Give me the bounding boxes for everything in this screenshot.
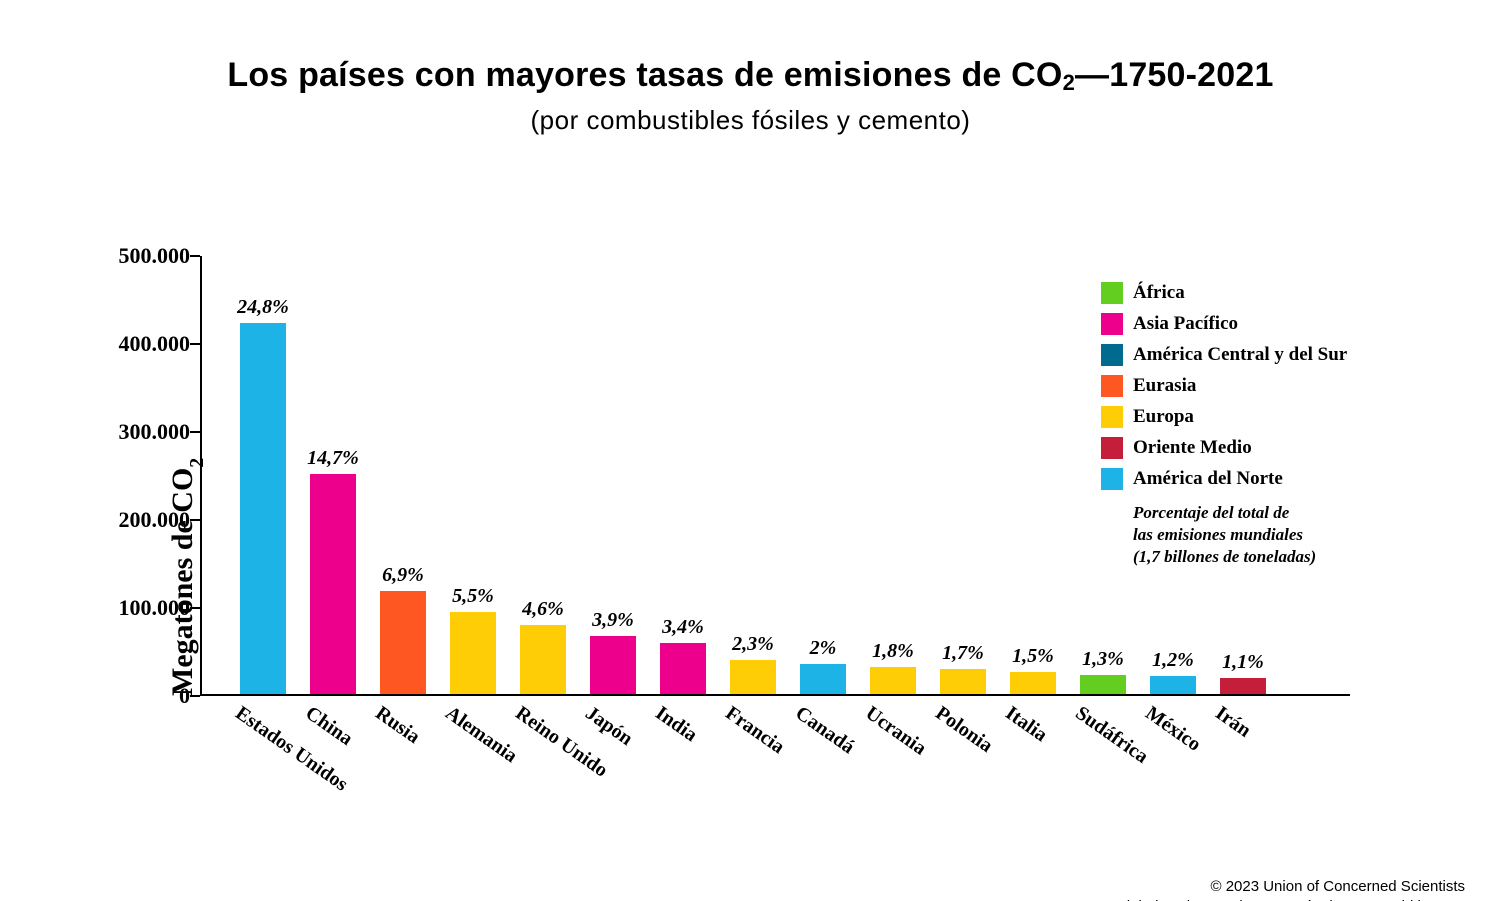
- chart-title: Los países con mayores tasas de emisione…: [0, 56, 1501, 95]
- legend: África Asia Pacífico América Central y del…: [1101, 282, 1441, 567]
- legend-label: África: [1133, 282, 1185, 304]
- credits: © 2023 Union of Concerned Scientists Dat…: [1068, 877, 1465, 901]
- legend-swatch: [1101, 344, 1123, 366]
- legend-note: Porcentaje del total delas emisiones mun…: [1101, 502, 1441, 567]
- bar: [450, 612, 496, 694]
- legend-swatch: [1101, 313, 1123, 335]
- x-tick-label: Irán: [1211, 702, 1255, 743]
- bar: [1010, 672, 1056, 694]
- legend-item: África: [1101, 282, 1441, 304]
- legend-label: América Central y del Sur: [1133, 344, 1347, 366]
- bar: [1080, 675, 1126, 694]
- y-tick-label: 400.000: [40, 331, 190, 357]
- bar-percent-label: 6,9%: [343, 564, 463, 587]
- legend-item: Europa: [1101, 406, 1441, 428]
- legend-item: América del Norte: [1101, 468, 1441, 490]
- y-tick-label: 0: [40, 683, 190, 709]
- x-tick-label: India: [651, 702, 702, 747]
- y-tick-label: 100.000: [40, 595, 190, 621]
- legend-item: América Central y del Sur: [1101, 344, 1441, 366]
- legend-label: Europa: [1133, 406, 1194, 428]
- bar: [1150, 676, 1196, 694]
- legend-swatch: [1101, 375, 1123, 397]
- bar-percent-label: 1,1%: [1183, 651, 1303, 674]
- x-tick-label: Ucrania: [861, 702, 931, 760]
- y-tick-label: 200.000: [40, 507, 190, 533]
- legend-item: Oriente Medio: [1101, 437, 1441, 459]
- bar: [940, 669, 986, 694]
- legend-swatch: [1101, 282, 1123, 304]
- credits-line-2: Datos: Global Carbon Project a través de…: [1068, 897, 1465, 901]
- bar: [1220, 678, 1266, 694]
- bar: [870, 667, 916, 694]
- x-tick-label: Alemania: [441, 702, 522, 768]
- legend-swatch: [1101, 406, 1123, 428]
- legend-label: América del Norte: [1133, 468, 1283, 490]
- chart-container: Los países con mayores tasas de emisione…: [0, 56, 1501, 901]
- legend-label: Asia Pacífico: [1133, 313, 1238, 335]
- bar: [590, 636, 636, 694]
- chart-subtitle: (por combustibles fósiles y cemento): [0, 105, 1501, 136]
- x-tick-label: Canadá: [791, 702, 859, 759]
- bar: [800, 664, 846, 694]
- y-tick-label: 300.000: [40, 419, 190, 445]
- y-tick: [190, 607, 200, 609]
- legend-label: Oriente Medio: [1133, 437, 1252, 459]
- bar-percent-label: 14,7%: [273, 447, 393, 470]
- legend-label: Eurasia: [1133, 375, 1196, 397]
- bar: [240, 323, 286, 694]
- legend-swatch: [1101, 468, 1123, 490]
- y-tick: [190, 255, 200, 257]
- credits-line-1: © 2023 Union of Concerned Scientists: [1068, 877, 1465, 897]
- legend-item: Eurasia: [1101, 375, 1441, 397]
- y-tick: [190, 431, 200, 433]
- x-tick-label: China: [301, 702, 357, 751]
- x-tick-label: Italia: [1001, 702, 1052, 747]
- y-tick: [190, 695, 200, 697]
- x-tick-label: Polonia: [931, 702, 997, 758]
- bar: [730, 660, 776, 694]
- legend-item: Asia Pacífico: [1101, 313, 1441, 335]
- legend-swatch: [1101, 437, 1123, 459]
- y-tick: [190, 519, 200, 521]
- bar-percent-label: 24,8%: [203, 296, 323, 319]
- y-tick: [190, 343, 200, 345]
- bar: [520, 625, 566, 694]
- x-tick-label: Rusia: [371, 702, 424, 749]
- y-tick-label: 500.000: [40, 243, 190, 269]
- x-tick-label: Francia: [721, 702, 789, 759]
- x-tick-label: Japón: [581, 702, 637, 751]
- x-tick-label: Sudáfrica: [1071, 702, 1152, 769]
